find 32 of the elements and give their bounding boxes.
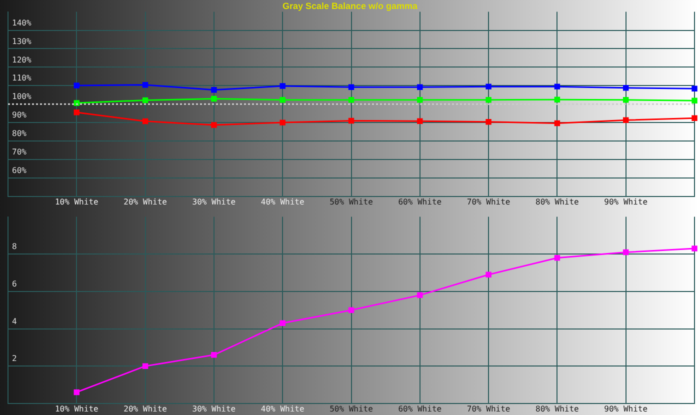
x-tick-label: 90% White: [604, 197, 648, 206]
y-tick-label: 110%: [12, 74, 32, 83]
y-tick-label: 6: [12, 280, 17, 289]
x-tick-label: 80% White: [536, 197, 580, 206]
x-tick-label: 20% White: [124, 404, 168, 414]
x-tick-label: 10% White: [54, 404, 98, 414]
x-tick-label: 90% White: [604, 404, 648, 414]
x-tick-label: 70% White: [466, 404, 510, 414]
x-tick-label: 50% White: [330, 197, 374, 206]
y-tick-label: 70%: [12, 148, 27, 157]
x-tick-label: 50% White: [330, 404, 374, 414]
x-tick-label: 60% White: [398, 404, 442, 414]
y-tick-label: 100%: [12, 92, 32, 102]
x-tick-label: 80% White: [536, 404, 580, 414]
y-tick-label: 8: [12, 242, 17, 252]
y-tick-label: 80%: [12, 129, 27, 138]
x-tick-label: 10% White: [54, 197, 98, 206]
y-tick-label: 60%: [12, 166, 27, 176]
x-tick-label: 20% White: [124, 197, 168, 206]
x-tick-label: 30% White: [192, 197, 236, 206]
x-tick-label: 40% White: [260, 404, 304, 414]
y-tick-label: 140%: [12, 18, 32, 28]
y-tick-label: 90%: [12, 110, 27, 120]
y-tick-label: 2: [12, 354, 17, 364]
y-tick-label: 130%: [12, 36, 32, 46]
y-tick-label: 4: [12, 316, 17, 326]
chart-title: Gray Scale Balance w/o gamma: [282, 0, 419, 11]
y-tick-label: 120%: [12, 55, 32, 64]
x-tick-label: 30% White: [192, 404, 236, 414]
x-tick-label: 40% White: [260, 197, 304, 206]
x-tick-label: 70% White: [466, 197, 510, 206]
x-tick-label: 60% White: [398, 197, 442, 206]
